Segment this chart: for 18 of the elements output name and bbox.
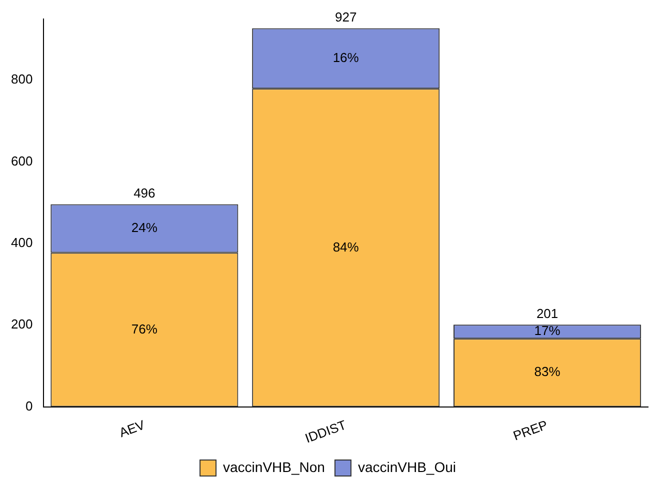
y-tick-label: 800: [10, 72, 33, 87]
total-label: 927: [334, 9, 357, 24]
y-tick-label: 200: [10, 316, 33, 332]
annotation: 24%: [131, 220, 158, 236]
annotation: 17%: [534, 323, 561, 338]
annotation: 84%: [332, 239, 360, 254]
total-label: 496: [134, 185, 156, 200]
x-tick-label: PREP: [511, 417, 550, 444]
legend-label: vaccinVHB_Non: [223, 458, 325, 475]
y-tick-label: 0: [25, 398, 33, 414]
x-tick-label: AEV: [117, 417, 147, 440]
annotation: 16%: [332, 50, 360, 65]
y-tick-label: 600: [10, 153, 33, 168]
y-tick-label: 400: [10, 234, 33, 250]
annotation: 76%: [131, 321, 158, 336]
total-label: 201: [536, 306, 558, 321]
annotation: 83%: [534, 364, 561, 380]
legend-label: vaccinVHB_Oui: [358, 458, 456, 475]
